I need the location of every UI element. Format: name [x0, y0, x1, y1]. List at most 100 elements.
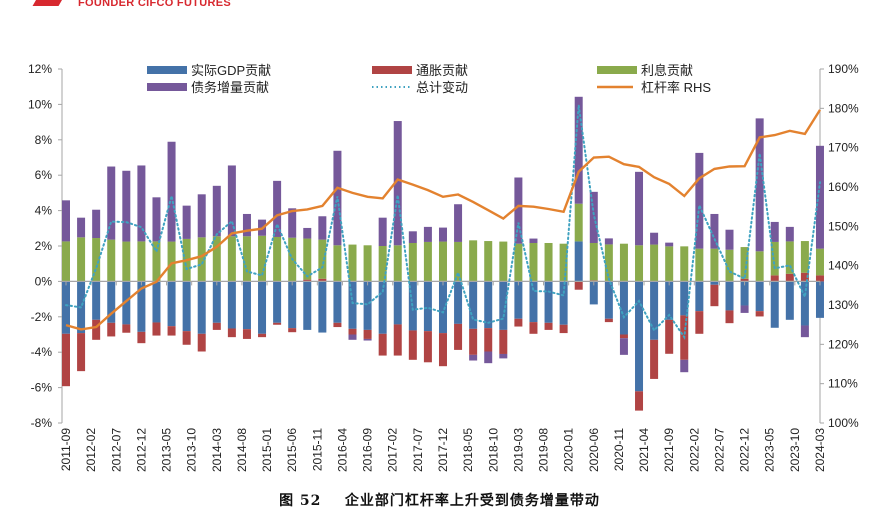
bar-inflation — [363, 329, 372, 339]
bar-inflation — [695, 311, 704, 334]
bar-interest — [725, 249, 734, 282]
bar-interest — [755, 251, 764, 282]
bar-interest — [92, 238, 101, 282]
bar-debt — [725, 229, 734, 250]
bar-inflation — [635, 391, 644, 411]
right-axis-label: 100% — [828, 416, 859, 430]
bar-debt — [710, 213, 719, 249]
bar-gdp — [454, 281, 463, 324]
x-axis-label: 2017-07 — [411, 428, 425, 472]
right-axis-label: 160% — [828, 180, 859, 194]
bar-inflation — [619, 334, 628, 339]
bar-inflation — [92, 319, 101, 340]
bar-debt — [288, 208, 297, 238]
brand-name: FOUNDER CIFCO FUTURES — [78, 0, 231, 9]
bar-gdp — [725, 281, 734, 311]
bar-interest — [514, 243, 523, 282]
bar-gdp — [619, 281, 628, 335]
bar-debt — [122, 170, 131, 242]
bar-interest — [604, 244, 613, 282]
bar-gdp — [544, 281, 553, 323]
bar-inflation — [77, 333, 86, 372]
x-axis-label: 2023-10 — [788, 428, 802, 472]
bar-debt — [378, 217, 387, 246]
bar-gdp — [303, 281, 312, 330]
bar-gdp — [363, 281, 372, 330]
left-axis-label: 2% — [35, 239, 53, 253]
x-axis-label: 2017-02 — [386, 428, 400, 472]
bar-interest — [484, 241, 493, 282]
bar-inflation — [740, 278, 749, 282]
bar-inflation — [62, 333, 70, 387]
bar-inflation — [604, 318, 613, 323]
bar-interest — [167, 241, 176, 282]
bar-inflation — [469, 328, 478, 355]
bar-interest — [619, 243, 628, 282]
bar-debt — [815, 145, 824, 249]
bar-debt — [167, 141, 176, 242]
bar-gdp — [92, 281, 101, 320]
bar-inflation — [800, 272, 809, 282]
bar-gdp — [514, 281, 523, 319]
legend-swatch-debt — [147, 83, 187, 91]
x-axis-label: 2022-12 — [738, 428, 752, 472]
bar-debt — [454, 204, 463, 242]
legend-swatch-interest — [597, 66, 637, 74]
right-axis-label: 170% — [828, 141, 859, 155]
bar-interest — [650, 244, 659, 282]
legend-label: 通胀贡献 — [416, 63, 468, 78]
bar-interest — [665, 246, 674, 282]
bar-inflation — [408, 330, 417, 360]
bar-interest — [454, 241, 463, 282]
bar-debt — [423, 226, 432, 242]
bar-debt — [107, 166, 116, 240]
bar-debt — [740, 305, 749, 313]
x-axis-label: 2020-11 — [612, 428, 626, 471]
left-axis-label: 4% — [35, 204, 53, 218]
bar-gdp — [212, 281, 221, 323]
bar-debt — [318, 216, 327, 240]
figure-caption: 图 52 企业部门杠杆率上升受到债务增量带动 — [0, 490, 879, 507]
bar-gdp — [318, 281, 327, 333]
bar-gdp — [333, 281, 342, 323]
bar-interest — [363, 245, 372, 282]
bar-debt — [227, 165, 236, 237]
bar-inflation — [227, 328, 236, 338]
bar-inflation — [785, 273, 794, 282]
leverage-line — [65, 109, 822, 331]
bar-inflation — [122, 324, 131, 333]
bar-gdp — [197, 281, 206, 334]
bar-debt — [665, 242, 674, 247]
bar-gdp — [800, 281, 809, 326]
bar-interest — [740, 247, 749, 279]
left-axis-label: -8% — [31, 416, 53, 430]
bar-inflation — [393, 324, 402, 356]
bar-debt — [348, 334, 357, 340]
bar-interest — [333, 245, 342, 282]
bar-debt — [197, 194, 206, 238]
x-axis-label: 2015-01 — [260, 428, 274, 472]
x-axis-label: 2019-03 — [511, 428, 525, 472]
bar-debt — [529, 238, 538, 243]
right-axis-label: 190% — [828, 62, 859, 76]
bar-gdp — [680, 281, 689, 316]
bar-inflation — [770, 275, 779, 282]
right-axis-label: 150% — [828, 219, 859, 233]
right-axis-label: 120% — [828, 337, 859, 351]
bar-inflation — [725, 310, 734, 324]
bar-debt — [785, 226, 794, 242]
left-axis-label: 12% — [28, 62, 52, 76]
bar-interest — [544, 242, 553, 282]
bar-interest — [423, 241, 432, 282]
bar-debt — [77, 217, 86, 238]
bar-inflation — [378, 333, 387, 356]
bar-debt — [680, 359, 689, 373]
bar-interest — [559, 243, 568, 282]
bar-interest — [438, 241, 447, 282]
bar-debt — [800, 325, 809, 338]
bar-debt — [695, 152, 704, 249]
bar-interest — [122, 241, 131, 282]
legend-label: 利息贡献 — [641, 63, 693, 78]
chart-canvas: -8% -6% -4% -2% 0% 2% 4% 6% 8% 10% 12% 100% 110% 120%… — [28, 62, 859, 472]
x-axis-label: 2020-06 — [587, 428, 601, 472]
